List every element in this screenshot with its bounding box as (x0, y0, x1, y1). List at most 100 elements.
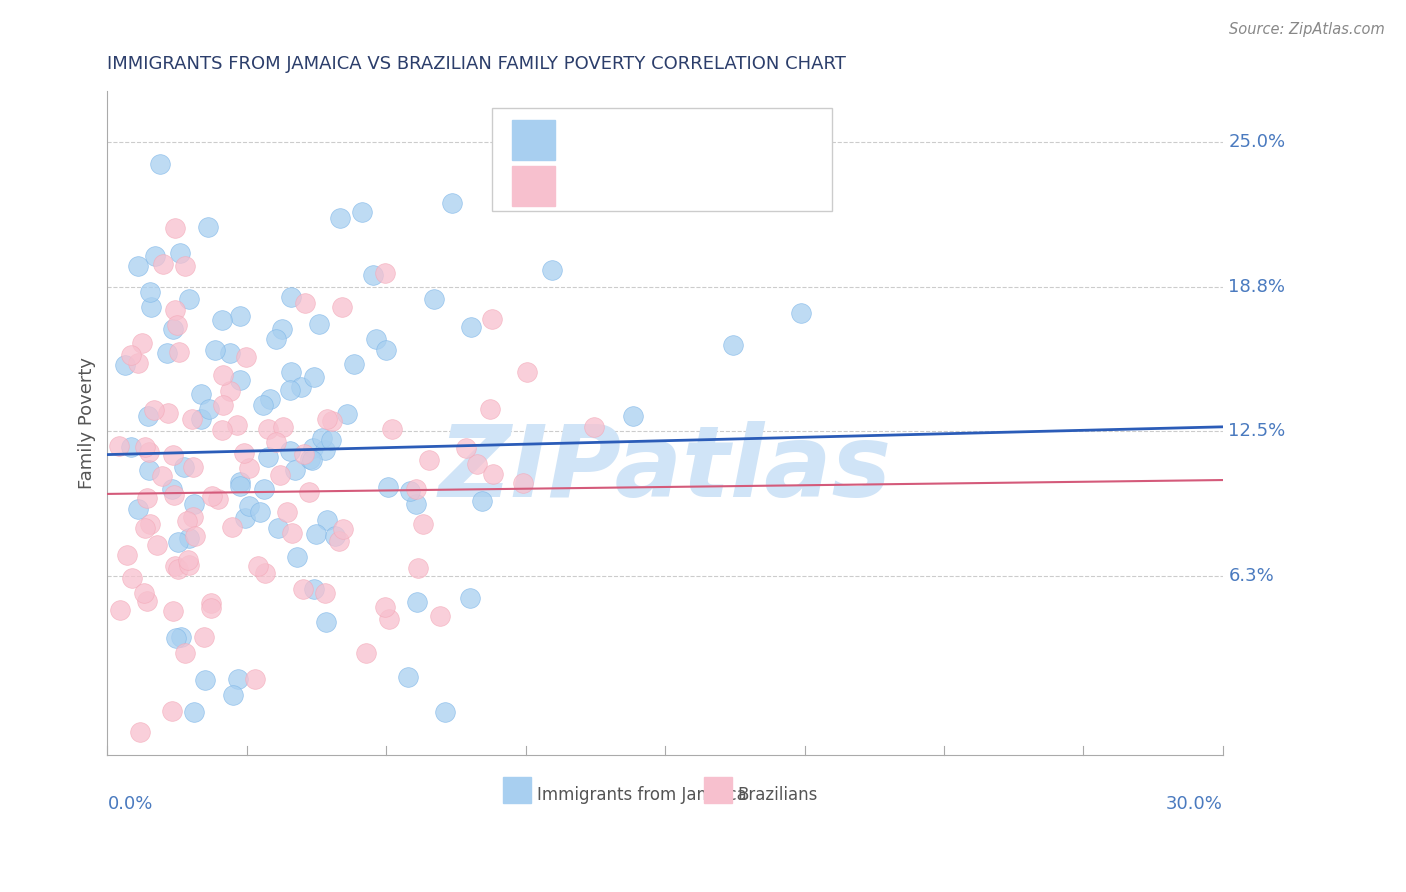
Point (197, 219, 219, 234)
Point (169, 246, 191, 260)
Point (201, 489, 224, 503)
Point (336, 407, 359, 421)
Point (219, 384, 242, 399)
Point (228, 309, 250, 323)
Point (361, 268, 384, 283)
Point (177, 553, 200, 567)
Point (540, 263, 562, 277)
Point (321, 414, 343, 428)
Point (259, 392, 281, 406)
Point (138, 463, 160, 477)
Text: 6.3%: 6.3% (1229, 567, 1274, 585)
Point (190, 387, 212, 401)
Point (412, 517, 434, 532)
Point (458, 591, 481, 605)
Point (107, 439, 129, 453)
Point (160, 482, 183, 496)
Point (170, 630, 193, 644)
Point (128, 725, 150, 739)
Point (285, 550, 308, 565)
Point (179, 292, 201, 306)
Point (226, 672, 249, 686)
Point (211, 424, 233, 438)
Point (132, 586, 155, 600)
Point (381, 422, 404, 436)
Point (143, 249, 166, 263)
Point (292, 582, 315, 596)
Point (136, 594, 159, 608)
Point (233, 446, 256, 460)
Point (108, 602, 131, 616)
Point (212, 398, 235, 412)
Point (440, 195, 463, 210)
Point (264, 435, 287, 450)
Point (374, 266, 396, 280)
Point (229, 475, 252, 489)
Point (319, 433, 342, 447)
Point (167, 562, 190, 576)
Text: R = 0.089: R = 0.089 (575, 130, 678, 149)
Text: IMMIGRANTS FROM JAMAICA VS BRAZILIAN FAMILY POVERTY CORRELATION CHART: IMMIGRANTS FROM JAMAICA VS BRAZILIAN FAM… (107, 55, 846, 73)
Point (190, 412, 212, 426)
Point (166, 318, 188, 332)
Point (460, 320, 482, 334)
Text: 18.8%: 18.8% (1229, 277, 1285, 296)
Point (184, 529, 207, 543)
Point (301, 453, 323, 467)
Point (127, 259, 149, 273)
Point (482, 467, 505, 481)
Point (235, 350, 257, 364)
Point (138, 517, 160, 532)
Point (364, 332, 387, 346)
Point (315, 615, 337, 629)
Point (252, 398, 274, 412)
Point (200, 601, 222, 615)
Point (150, 469, 173, 483)
Point (328, 533, 350, 548)
Text: R = 0.036: R = 0.036 (575, 177, 678, 196)
Point (314, 585, 336, 599)
Point (280, 365, 302, 379)
Text: N = 91: N = 91 (675, 177, 745, 196)
Point (176, 515, 198, 529)
Point (280, 444, 302, 458)
Bar (704, 777, 733, 803)
Text: Source: ZipAtlas.com: Source: ZipAtlas.com (1229, 22, 1385, 37)
Point (298, 451, 321, 466)
Point (218, 346, 240, 360)
Point (516, 365, 538, 379)
Point (621, 409, 644, 423)
Point (174, 646, 197, 660)
Point (156, 346, 179, 360)
Point (128, 357, 150, 371)
Point (114, 358, 136, 372)
Point (512, 475, 534, 490)
Point (378, 612, 401, 626)
Point (238, 461, 260, 475)
Point (222, 688, 245, 702)
Point (238, 499, 260, 513)
Point (120, 348, 142, 362)
Point (270, 322, 292, 336)
Point (342, 357, 364, 371)
Point (138, 445, 160, 459)
Point (479, 402, 502, 417)
Point (374, 599, 396, 614)
Point (332, 522, 354, 536)
Point (135, 491, 157, 505)
Point (266, 521, 288, 535)
Point (290, 380, 312, 394)
Point (204, 343, 226, 357)
Point (538, 186, 561, 201)
Point (281, 526, 304, 541)
Point (396, 670, 419, 684)
Point (181, 510, 204, 524)
Point (311, 431, 333, 445)
Point (183, 705, 205, 719)
Point (162, 322, 184, 336)
Point (181, 411, 204, 425)
Point (375, 343, 398, 357)
Point (418, 453, 440, 467)
Text: 12.5%: 12.5% (1229, 423, 1285, 441)
Point (273, 419, 295, 434)
